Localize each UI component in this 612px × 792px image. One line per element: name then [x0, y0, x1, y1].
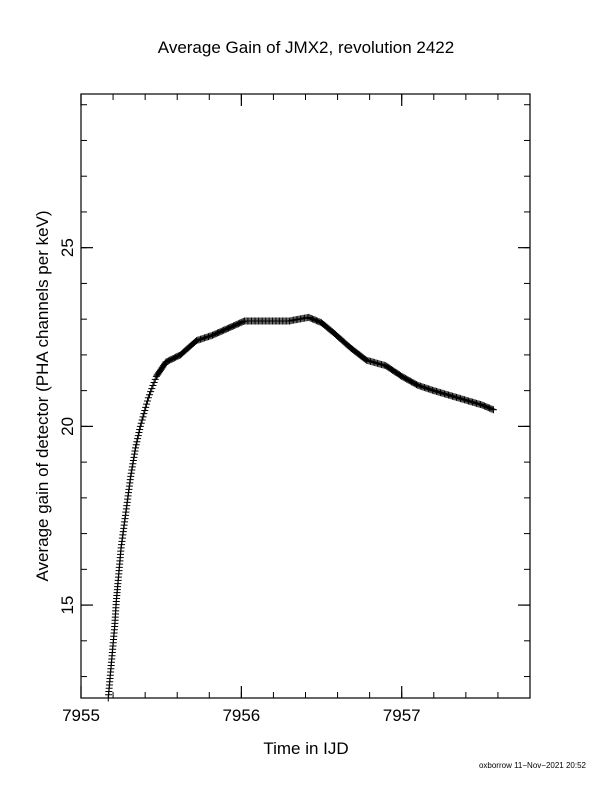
x-major-ticks: 7955 7956 7957	[62, 94, 421, 725]
data-point	[151, 375, 159, 383]
y-minor-ticks	[81, 104, 530, 678]
data-point	[139, 413, 147, 421]
data-point	[148, 385, 156, 393]
data-point	[150, 378, 158, 386]
data-point	[136, 425, 144, 433]
data-point	[489, 406, 497, 414]
data-point	[488, 405, 496, 413]
data-point	[128, 466, 136, 474]
data-point	[132, 444, 140, 452]
footer-stamp: oxborrow 11−Nov−2021 20:52	[479, 761, 587, 770]
data-point	[129, 460, 137, 468]
data-point	[134, 435, 142, 443]
data-point	[143, 400, 151, 408]
data-point	[143, 397, 151, 405]
data-point	[142, 403, 150, 411]
chart-title: Average Gain of JMX2, revolution 2422	[158, 38, 454, 57]
data-point	[130, 453, 138, 461]
data-point	[140, 410, 148, 418]
x-tick-label: 7955	[62, 706, 100, 725]
data-point	[136, 422, 144, 430]
data-point	[137, 419, 145, 427]
y-major-ticks: 15 20 25	[58, 238, 530, 615]
data-point	[145, 391, 153, 399]
data-series	[104, 313, 497, 702]
data-point	[129, 457, 137, 465]
x-tick-label: 7956	[222, 706, 260, 725]
data-point	[127, 472, 135, 480]
y-axis-label: Average gain of detector (PHA channels p…	[33, 210, 52, 581]
y-tick-label: 15	[58, 596, 77, 615]
data-point	[128, 463, 136, 471]
data-point	[141, 406, 149, 414]
data-point	[133, 438, 141, 446]
data-point	[149, 382, 157, 390]
data-point	[138, 416, 146, 424]
data-point	[144, 394, 152, 402]
data-point	[134, 432, 142, 440]
data-point	[132, 441, 140, 449]
data-point	[127, 469, 135, 477]
y-tick-label: 20	[58, 417, 77, 436]
x-tick-label: 7957	[383, 706, 421, 725]
y-tick-label: 25	[58, 238, 77, 257]
x-axis-label: Time in IJD	[263, 739, 348, 758]
data-point	[147, 388, 155, 396]
data-point	[131, 447, 139, 455]
data-point	[135, 429, 143, 437]
data-point	[130, 450, 138, 458]
